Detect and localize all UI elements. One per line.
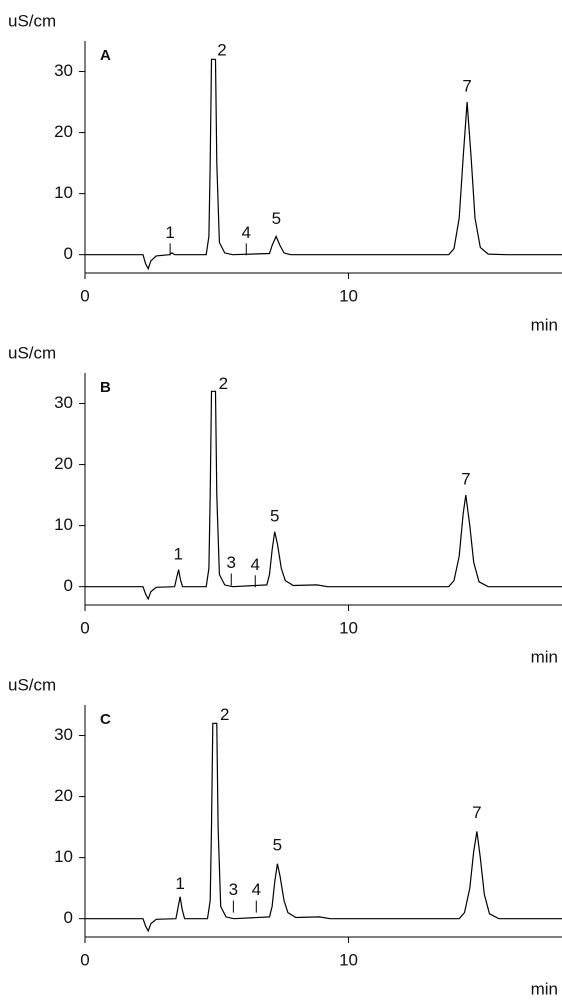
y-tick-label: 10 xyxy=(54,847,73,866)
peak-label: 5 xyxy=(270,507,279,526)
peak-label: 1 xyxy=(175,874,184,893)
peak-label: 1 xyxy=(165,223,174,242)
peak-label: 2 xyxy=(219,374,228,393)
peak-label: 4 xyxy=(252,880,261,899)
y-tick-label: 0 xyxy=(64,908,73,927)
y-tick-label: 0 xyxy=(64,244,73,263)
y-tick-label: 10 xyxy=(54,515,73,534)
trace xyxy=(85,58,562,271)
panel-title: A xyxy=(100,47,111,64)
panel-title: B xyxy=(100,379,111,396)
x-tick-label: 0 xyxy=(80,286,89,305)
peak-label: 7 xyxy=(472,803,481,822)
y-tick-label: 20 xyxy=(54,122,73,141)
peak-label: 7 xyxy=(462,76,471,95)
y-tick-label: 10 xyxy=(54,183,73,202)
y-axis-label: uS/cm xyxy=(8,675,56,694)
y-tick-label: 30 xyxy=(54,725,73,744)
peak-label: 2 xyxy=(217,40,226,59)
peak-label: 5 xyxy=(272,209,281,228)
x-axis-label: min xyxy=(531,979,558,998)
x-axis-label: min xyxy=(531,647,558,666)
peak-label: 2 xyxy=(220,705,229,724)
peak-label: 4 xyxy=(251,555,260,574)
x-axis-label: min xyxy=(531,315,558,334)
trace xyxy=(85,390,562,601)
trace xyxy=(85,722,562,933)
panel-title: C xyxy=(100,711,111,728)
y-tick-label: 20 xyxy=(54,454,73,473)
peak-label: 1 xyxy=(174,544,183,563)
y-axis-label: uS/cm xyxy=(8,343,56,362)
x-tick-label: 0 xyxy=(80,950,89,969)
y-tick-label: 20 xyxy=(54,786,73,805)
peak-label: 3 xyxy=(229,880,238,899)
x-tick-label: 10 xyxy=(339,286,358,305)
y-tick-label: 30 xyxy=(54,61,73,80)
peak-label: 3 xyxy=(227,553,236,572)
x-tick-label: 10 xyxy=(339,950,358,969)
peak-label: 5 xyxy=(273,836,282,855)
x-tick-label: 10 xyxy=(339,618,358,637)
x-tick-label: 0 xyxy=(80,618,89,637)
y-tick-label: 30 xyxy=(54,393,73,412)
y-tick-label: 0 xyxy=(64,576,73,595)
peak-label: 7 xyxy=(461,469,470,488)
peak-label: 4 xyxy=(242,223,251,242)
y-axis-label: uS/cm xyxy=(8,11,56,30)
